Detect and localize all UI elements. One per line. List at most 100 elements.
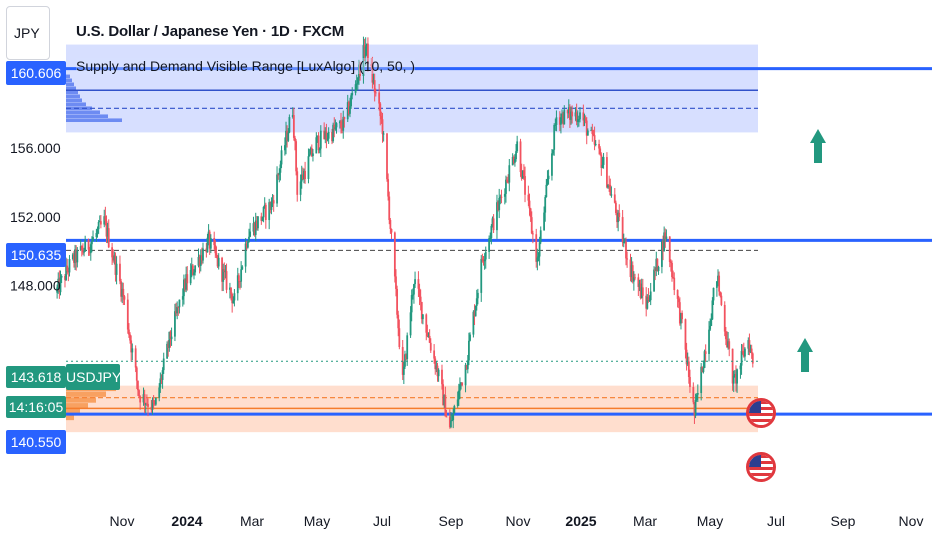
candle-up bbox=[83, 251, 85, 253]
candle-down bbox=[221, 257, 223, 282]
candle-down bbox=[398, 328, 401, 348]
currency-selector[interactable]: JPY bbox=[6, 6, 50, 60]
y-tick-label: 148.000 bbox=[10, 278, 61, 294]
candle-up bbox=[422, 314, 424, 320]
candle-down bbox=[520, 172, 523, 179]
indicator-label[interactable]: Supply and Demand Visible Range [LuxAlgo… bbox=[76, 58, 416, 74]
candle-up bbox=[640, 287, 643, 298]
candle-down bbox=[742, 351, 745, 357]
candle-up bbox=[703, 351, 706, 368]
candle-up bbox=[262, 206, 265, 218]
candle-down bbox=[341, 127, 344, 131]
candle-up bbox=[537, 256, 540, 258]
candle-up bbox=[312, 153, 314, 157]
candle-up bbox=[484, 251, 487, 260]
candle-down bbox=[134, 348, 137, 368]
candle-up bbox=[151, 400, 154, 410]
candle-down bbox=[387, 179, 390, 197]
candle-down bbox=[107, 228, 110, 248]
candle-up bbox=[551, 153, 553, 176]
candle-up bbox=[199, 255, 202, 267]
us-flag-icon[interactable] bbox=[746, 452, 776, 482]
candle-up bbox=[161, 370, 164, 380]
x-tick-label: Nov bbox=[505, 513, 531, 529]
candle-up bbox=[646, 297, 649, 309]
candle-up bbox=[91, 241, 93, 245]
candle-down bbox=[397, 314, 400, 329]
x-tick-label: May bbox=[696, 513, 724, 529]
x-tick-label: Mar bbox=[239, 513, 265, 529]
candle-down bbox=[245, 243, 248, 248]
candle-up bbox=[121, 288, 124, 297]
candle-down bbox=[198, 257, 201, 267]
candle-down bbox=[677, 298, 680, 303]
candle-down bbox=[75, 249, 78, 263]
candle-up bbox=[610, 194, 613, 196]
candle-down bbox=[562, 113, 565, 125]
candle-up bbox=[299, 181, 302, 195]
candle-up bbox=[194, 265, 197, 273]
x-tick-label: 2024 bbox=[171, 513, 203, 529]
candle-down bbox=[692, 387, 695, 403]
candle-up bbox=[257, 216, 259, 229]
candle-down bbox=[662, 241, 664, 252]
candle-down bbox=[88, 249, 91, 254]
demand-profile-bar bbox=[66, 397, 96, 403]
candle-down bbox=[216, 255, 219, 267]
candle-up bbox=[435, 365, 438, 370]
arrow-up-icon bbox=[810, 129, 826, 163]
candle-down bbox=[82, 249, 84, 253]
candle-down bbox=[296, 171, 299, 195]
candle-up bbox=[545, 184, 548, 198]
candle-down bbox=[524, 176, 526, 195]
candle-up bbox=[503, 193, 506, 197]
candle-up bbox=[342, 116, 345, 131]
candle-up bbox=[263, 204, 266, 207]
candle-up bbox=[309, 148, 312, 155]
us-flag-icon[interactable] bbox=[746, 398, 776, 428]
candle-down bbox=[343, 116, 346, 120]
candle-up bbox=[246, 241, 249, 248]
candle-up bbox=[406, 335, 409, 360]
demand-profile-bar bbox=[66, 403, 88, 409]
candle-up bbox=[552, 149, 554, 154]
candle-down bbox=[213, 238, 216, 246]
candle-up bbox=[710, 319, 713, 326]
candle-down bbox=[239, 281, 241, 283]
candle-up bbox=[452, 413, 455, 421]
candle-up bbox=[76, 249, 79, 263]
candle-down bbox=[393, 232, 396, 277]
symbol-title[interactable]: U.S. Dollar / Japanese Yen · 1D · FXCM bbox=[76, 23, 345, 40]
candle-down bbox=[719, 291, 722, 296]
candle-up bbox=[308, 154, 311, 157]
x-tick-label: May bbox=[303, 513, 331, 529]
candle-up bbox=[84, 239, 87, 252]
candle-down bbox=[323, 130, 326, 139]
candle-down bbox=[208, 231, 211, 249]
candle-down bbox=[465, 364, 468, 370]
candle-down bbox=[681, 312, 684, 320]
candle-up bbox=[411, 294, 414, 296]
candle-up bbox=[224, 271, 227, 273]
candle-down bbox=[724, 331, 727, 340]
candle-up bbox=[96, 229, 99, 234]
candle-down bbox=[645, 295, 648, 309]
candle-down bbox=[687, 361, 690, 378]
candle-up bbox=[474, 306, 477, 317]
candle-down bbox=[104, 216, 107, 221]
candle-down bbox=[145, 403, 148, 405]
supply-profile-bar bbox=[66, 98, 82, 103]
candle-up bbox=[252, 223, 255, 232]
candle-down bbox=[277, 174, 280, 176]
candle-up bbox=[561, 113, 563, 118]
candle-down bbox=[568, 107, 571, 120]
arrow-up-icon bbox=[797, 338, 813, 372]
candle-down bbox=[186, 274, 189, 284]
candle-up bbox=[437, 369, 440, 377]
candle-up bbox=[546, 179, 549, 185]
candle-down bbox=[389, 220, 392, 229]
candle-down bbox=[748, 340, 751, 353]
candle-up bbox=[158, 387, 161, 398]
candle-up bbox=[661, 241, 663, 267]
